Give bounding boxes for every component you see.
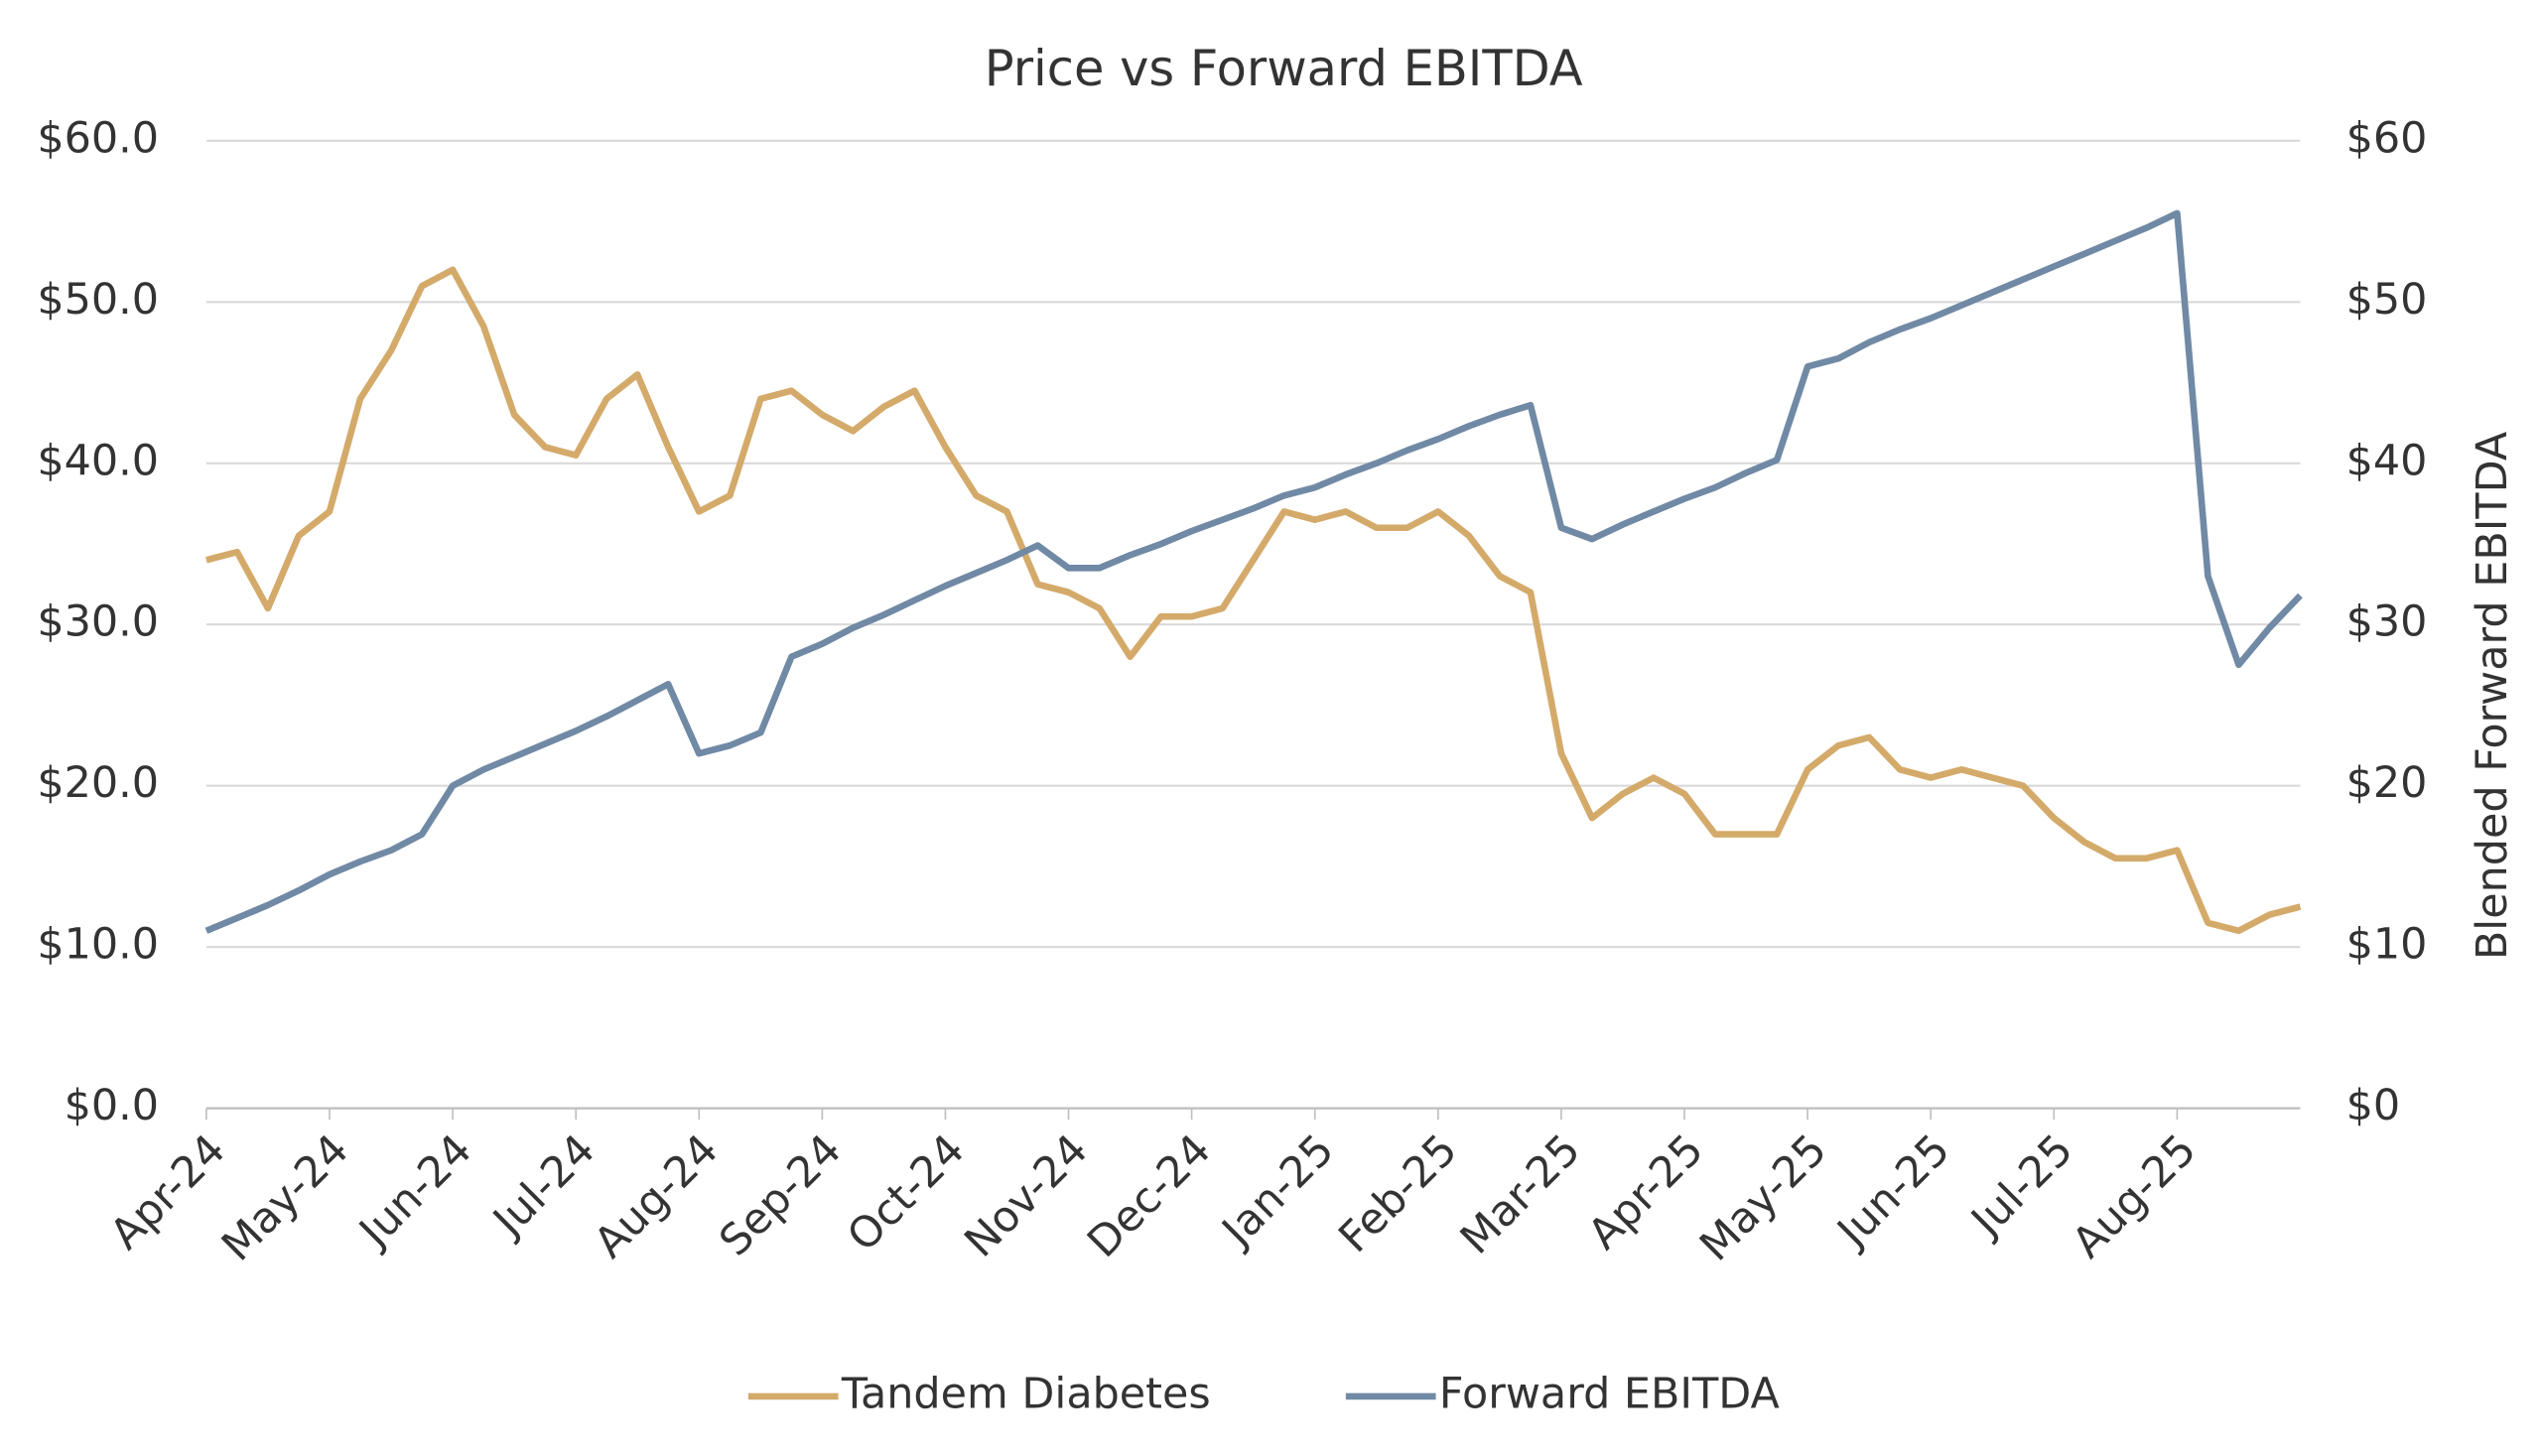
x-tick-label: Aug-25 (2063, 1125, 2206, 1267)
x-tick-label: Aug-24 (585, 1125, 728, 1267)
x-tick-label: Dec-24 (1078, 1125, 1221, 1267)
y-tick-label: $10.0 (37, 920, 159, 970)
y2-tick-label: $0 (2346, 1081, 2401, 1130)
x-tick-label: Nov-24 (955, 1125, 1097, 1266)
x-tick-label: May-24 (212, 1125, 358, 1270)
x-tick-label: Sep-24 (710, 1125, 851, 1265)
x-tick-label: May-25 (1690, 1125, 1836, 1270)
x-tick-label: Feb-25 (1329, 1125, 1467, 1262)
y2-tick-label: $50 (2346, 275, 2428, 325)
y2-tick-label: $20 (2346, 758, 2428, 808)
chart-title: Price vs Forward EBITDA (985, 40, 1583, 97)
y-tick-label: $20.0 (37, 758, 159, 808)
y-tick-label: $40.0 (37, 436, 159, 485)
y-tick-label: $0.0 (65, 1081, 159, 1130)
y-tick-label: $50.0 (37, 275, 159, 325)
x-tick-label: Jun-24 (348, 1125, 481, 1257)
x-tick-label: Jul-25 (1960, 1125, 2083, 1248)
legend-label: Forward EBITDA (1439, 1369, 1780, 1418)
y2-tick-label: $30 (2346, 597, 2428, 647)
legend-label: Tandem Diabetes (841, 1369, 1211, 1418)
y2-axis-label: Blended Forward EBITDA (2468, 432, 2517, 960)
x-tick-label: Jan-25 (1211, 1125, 1344, 1257)
y-tick-label: $30.0 (37, 597, 159, 647)
series-line (205, 266, 2302, 935)
x-tick-label: Jun-25 (1826, 1125, 1959, 1257)
x-tick-label: Jul-24 (482, 1125, 605, 1248)
x-tick-label: Oct-24 (838, 1125, 974, 1260)
y2-tick-label: $60 (2346, 113, 2428, 163)
series-line (204, 209, 2303, 934)
x-tick-label: Mar-25 (1451, 1125, 1590, 1263)
y-tick-label: $60.0 (37, 113, 159, 163)
y2-tick-label: $10 (2346, 920, 2428, 970)
y2-tick-label: $40 (2346, 436, 2428, 485)
